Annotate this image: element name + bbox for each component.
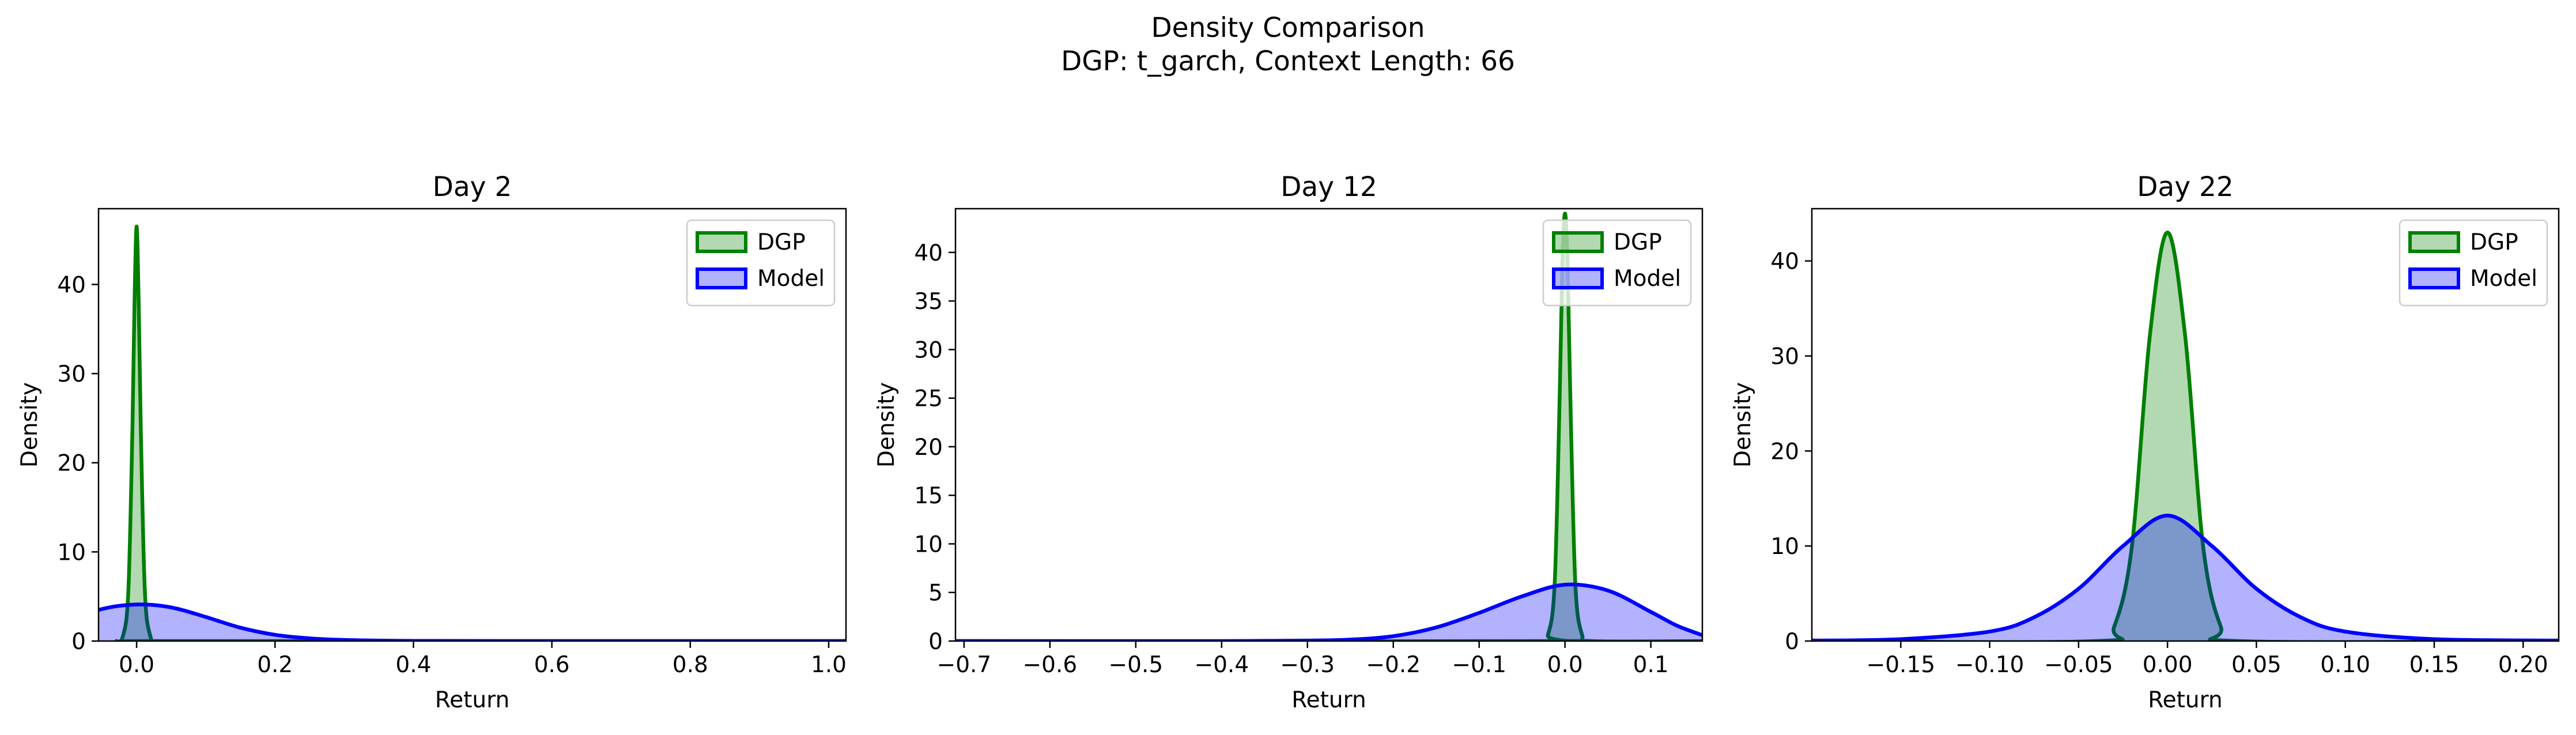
x-axis-label: Return bbox=[2148, 687, 2222, 713]
area-model bbox=[955, 584, 1702, 641]
subplots: 0.0 0.2 0.4 0.6 0.8 1.0 0 10 20 30 40 Day 2 Return De… bbox=[17, 171, 2560, 713]
line-model bbox=[1812, 514, 2559, 641]
y-tick-label: 0 bbox=[928, 629, 943, 655]
y-tick-label: 40 bbox=[1770, 249, 1799, 275]
x-tick-label: 0.00 bbox=[2143, 652, 2193, 678]
legend-label-model: Model bbox=[757, 266, 825, 292]
y-tick-label: 30 bbox=[57, 361, 86, 387]
x-tick-label: 0.0 bbox=[1547, 652, 1583, 678]
legend-swatch-dgp bbox=[1552, 231, 1604, 253]
legend-swatch-model bbox=[696, 267, 747, 289]
area-model bbox=[1812, 515, 2559, 641]
x-axis-label: Return bbox=[1291, 687, 1366, 713]
x-tick-label: −0.10 bbox=[1955, 652, 2024, 678]
legend-swatch-model bbox=[2408, 267, 2460, 289]
subplot-3: −0.15 −0.10 −0.05 0.00 0.05 0.10 0.15 0.20 0 10 20… bbox=[1730, 171, 2560, 713]
legend-label-model: Model bbox=[2470, 266, 2537, 292]
y-axis-label: Density bbox=[874, 382, 900, 468]
y-tick-label: 10 bbox=[914, 532, 943, 557]
x-tick-label: −0.3 bbox=[1280, 652, 1335, 678]
x-tick-label: 0.20 bbox=[2498, 652, 2548, 678]
x-tick-label: 0.2 bbox=[257, 652, 293, 678]
legend-label-dgp: DGP bbox=[2470, 229, 2518, 255]
y-tick-label: 0 bbox=[71, 629, 86, 655]
legend: DGP Model bbox=[2399, 219, 2548, 307]
legend-label-dgp: DGP bbox=[757, 229, 806, 255]
legend-label-dgp: DGP bbox=[1614, 229, 1662, 255]
x-tick-label: 0.6 bbox=[534, 652, 570, 678]
x-tick-label: −0.2 bbox=[1366, 652, 1421, 678]
x-tick-label: 1.0 bbox=[811, 652, 847, 678]
y-tick-label: 5 bbox=[928, 581, 943, 606]
legend-swatch-dgp bbox=[2408, 231, 2460, 253]
x-tick-label: 0.4 bbox=[395, 652, 431, 678]
x-tick-label: 0.8 bbox=[673, 652, 708, 678]
x-tick-label: 0.10 bbox=[2320, 652, 2370, 678]
line-dgp bbox=[1812, 230, 2559, 641]
x-tick-label: −0.15 bbox=[1867, 652, 1936, 678]
y-tick-label: 10 bbox=[1770, 534, 1799, 560]
legend-swatch-dgp bbox=[696, 231, 747, 253]
y-tick-label: 30 bbox=[1770, 344, 1799, 370]
x-tick-label: 0.05 bbox=[2231, 652, 2282, 678]
figure-title-line1: Density Comparison bbox=[1151, 12, 1425, 44]
subplot-title: Day 22 bbox=[2137, 171, 2234, 203]
legend: DGP Model bbox=[1542, 219, 1692, 307]
y-tick-label: 35 bbox=[914, 289, 943, 315]
plot-area bbox=[1812, 230, 2559, 641]
x-tick-label: 0.15 bbox=[2409, 652, 2460, 678]
axes-frame bbox=[1811, 208, 2560, 642]
x-tick-label: 0.1 bbox=[1633, 652, 1669, 678]
y-tick-label: 15 bbox=[914, 483, 943, 509]
y-tick-label: 25 bbox=[914, 386, 943, 412]
line-model bbox=[99, 602, 846, 641]
legend-box bbox=[1542, 219, 1692, 307]
y-tick-label: 40 bbox=[57, 272, 86, 298]
subplot-title: Day 12 bbox=[1281, 171, 1377, 203]
x-axis-label: Return bbox=[435, 687, 509, 713]
subplot-2: −0.7 −0.6 −0.5 −0.4 −0.3 −0.2 −0.1 0.0 0.1 0 5 10 15… bbox=[874, 171, 1704, 713]
area-dgp bbox=[1812, 232, 2559, 641]
y-axis-label: Density bbox=[17, 382, 43, 468]
x-tick-label: 0.0 bbox=[119, 652, 154, 678]
subplot-title: Day 2 bbox=[433, 171, 512, 203]
figure-title-line2: DGP: t_garch, Context Length: 66 bbox=[1061, 46, 1515, 77]
legend: DGP Model bbox=[686, 219, 836, 307]
y-tick-label: 20 bbox=[914, 435, 943, 461]
legend-swatch-model bbox=[1552, 267, 1604, 289]
y-tick-label: 0 bbox=[1785, 629, 1799, 655]
x-tick-label: −0.7 bbox=[937, 652, 992, 678]
legend-box bbox=[686, 219, 836, 307]
y-tick-label: 40 bbox=[914, 240, 943, 266]
axes-frame bbox=[954, 208, 1704, 642]
x-tick-label: −0.1 bbox=[1452, 652, 1506, 678]
subplot-1: 0.0 0.2 0.4 0.6 0.8 1.0 0 10 20 30 40 Day 2 Return De… bbox=[17, 171, 847, 713]
y-tick-label: 30 bbox=[914, 337, 943, 363]
y-tick-label: 20 bbox=[57, 451, 86, 477]
area-model bbox=[99, 604, 846, 641]
legend-box bbox=[2399, 219, 2548, 307]
y-tick-label: 20 bbox=[1770, 439, 1799, 465]
x-tick-label: −0.05 bbox=[2044, 652, 2113, 678]
y-tick-label: 10 bbox=[57, 540, 86, 566]
x-tick-label: −0.4 bbox=[1194, 652, 1249, 678]
x-tick-label: −0.6 bbox=[1023, 652, 1078, 678]
x-tick-label: −0.5 bbox=[1108, 652, 1163, 678]
y-axis-label: Density bbox=[1730, 382, 1756, 468]
axes-frame bbox=[97, 208, 847, 642]
legend-label-model: Model bbox=[1614, 266, 1681, 292]
